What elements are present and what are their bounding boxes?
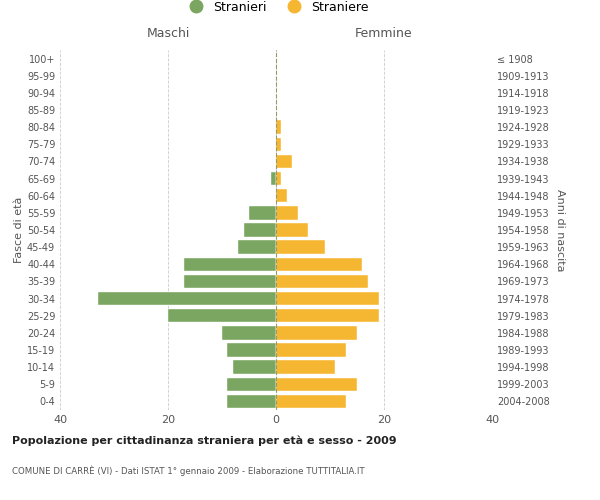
Bar [98,292,276,306]
Bar [227,394,276,408]
Bar [276,378,357,391]
Bar [168,309,276,322]
Bar [276,309,379,322]
Bar [276,154,292,168]
Text: Maschi: Maschi [146,26,190,40]
Bar [184,274,276,288]
Text: COMUNE DI CARRÈ (VI) - Dati ISTAT 1° gennaio 2009 - Elaborazione TUTTITALIA.IT: COMUNE DI CARRÈ (VI) - Dati ISTAT 1° gen… [12,465,365,475]
Bar [276,274,368,288]
Bar [276,326,357,340]
Bar [276,172,281,186]
Bar [276,224,308,236]
Y-axis label: Fasce di età: Fasce di età [14,197,24,263]
Text: Popolazione per cittadinanza straniera per età e sesso - 2009: Popolazione per cittadinanza straniera p… [12,435,397,446]
Bar [184,258,276,271]
Bar [276,258,362,271]
Y-axis label: Anni di nascita: Anni di nascita [555,188,565,271]
Bar [238,240,276,254]
Bar [276,206,298,220]
Bar [227,344,276,356]
Bar [249,206,276,220]
Bar [276,344,346,356]
Text: Femmine: Femmine [355,26,413,40]
Bar [222,326,276,340]
Bar [271,172,276,186]
Bar [276,189,287,202]
Bar [276,360,335,374]
Bar [233,360,276,374]
Legend: Stranieri, Straniere: Stranieri, Straniere [178,0,374,18]
Bar [276,120,281,134]
Bar [244,224,276,236]
Bar [276,394,346,408]
Bar [276,138,281,151]
Bar [276,240,325,254]
Bar [227,378,276,391]
Bar [276,292,379,306]
